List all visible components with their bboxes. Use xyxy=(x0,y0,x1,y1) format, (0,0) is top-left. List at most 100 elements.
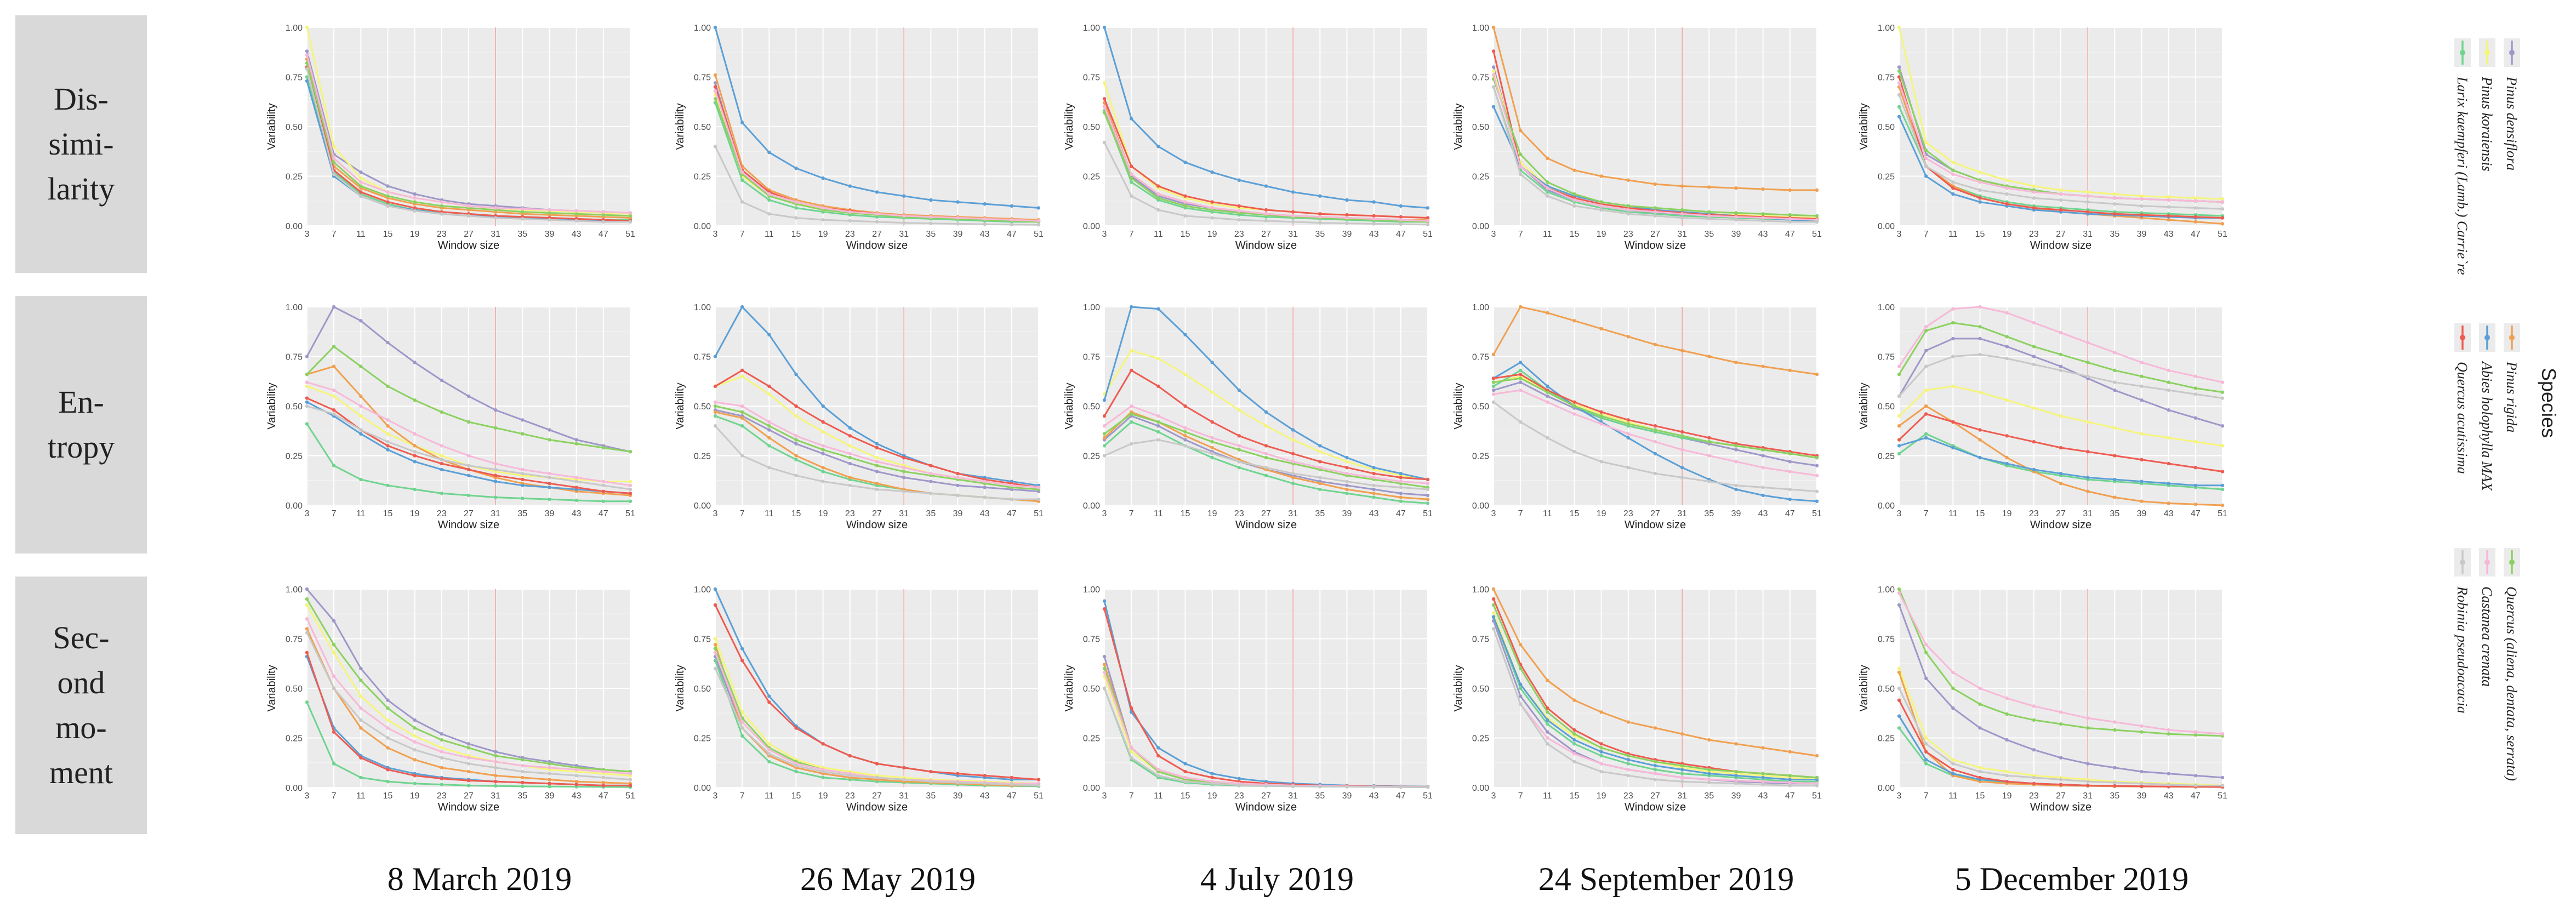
data-point xyxy=(305,61,309,65)
data-point xyxy=(1707,440,1711,444)
data-point xyxy=(305,597,309,601)
data-point xyxy=(521,207,525,211)
data-point xyxy=(413,450,417,454)
data-point xyxy=(1924,364,1928,368)
x-tick-label: 23 xyxy=(2029,509,2039,518)
data-point xyxy=(1626,178,1631,182)
data-point xyxy=(2059,783,2063,786)
data-point xyxy=(1897,364,1901,368)
data-point xyxy=(821,404,825,408)
y-tick-label: 0.75 xyxy=(286,635,303,644)
data-point xyxy=(1761,448,1765,452)
data-point xyxy=(2085,476,2090,480)
data-point xyxy=(2140,374,2144,378)
data-point xyxy=(2220,222,2225,226)
x-tick-label: 47 xyxy=(2191,509,2201,518)
data-point xyxy=(1102,599,1107,603)
y-tick-label: 0.25 xyxy=(1472,734,1489,744)
data-point xyxy=(821,430,825,434)
data-point xyxy=(1626,758,1631,762)
data-point xyxy=(1626,422,1631,426)
x-axis-label: Window size xyxy=(1625,801,1686,813)
y-axis-label: Variability xyxy=(1063,103,1075,150)
data-point xyxy=(1924,164,1928,168)
x-tick-label: 3 xyxy=(713,509,718,518)
data-point xyxy=(521,784,525,789)
data-point xyxy=(767,192,771,196)
data-point xyxy=(1156,746,1160,750)
data-point xyxy=(956,483,960,487)
x-tick-label: 31 xyxy=(1677,791,1687,801)
data-point xyxy=(2059,208,2063,212)
y-tick-label: 0.00 xyxy=(286,784,303,793)
x-tick-label: 15 xyxy=(1181,230,1190,239)
data-point xyxy=(1815,214,1819,218)
data-point xyxy=(521,432,525,436)
data-point xyxy=(1951,670,1955,675)
data-point xyxy=(1788,497,1792,501)
data-point xyxy=(1345,466,1349,470)
data-point xyxy=(386,736,390,740)
data-point xyxy=(305,631,309,635)
data-point xyxy=(2085,450,2090,454)
data-point xyxy=(1102,105,1107,109)
data-point xyxy=(466,467,471,472)
data-point xyxy=(1491,603,1496,607)
data-point xyxy=(1372,217,1376,221)
data-point xyxy=(1491,615,1496,619)
data-point xyxy=(2140,361,2144,364)
data-point xyxy=(413,361,417,364)
data-point xyxy=(1546,678,1549,682)
data-point xyxy=(2167,783,2170,786)
data-point xyxy=(1599,754,1603,758)
data-point xyxy=(956,200,960,204)
x-tick-label: 39 xyxy=(953,791,963,801)
x-tick-label: 11 xyxy=(765,509,774,518)
data-point xyxy=(386,190,390,194)
data-point xyxy=(1102,414,1107,418)
data-point xyxy=(359,170,363,174)
data-point xyxy=(521,467,525,472)
data-point xyxy=(1978,352,1982,357)
data-point xyxy=(413,781,417,785)
x-tick-label: 31 xyxy=(2083,791,2093,801)
x-tick-label: 31 xyxy=(899,230,909,239)
data-point xyxy=(386,184,390,188)
data-point xyxy=(1210,390,1214,394)
data-point xyxy=(1546,718,1549,722)
data-point xyxy=(1599,710,1603,714)
data-point xyxy=(875,464,879,467)
data-point xyxy=(601,210,606,214)
data-point xyxy=(440,756,444,760)
x-tick-label: 47 xyxy=(1007,230,1017,239)
data-point xyxy=(713,85,717,89)
data-point xyxy=(1626,204,1631,208)
data-point xyxy=(1897,65,1901,69)
x-axis-label: Window size xyxy=(2030,519,2091,531)
data-point xyxy=(2113,196,2117,200)
data-point xyxy=(713,73,717,77)
data-point xyxy=(767,444,771,448)
data-point xyxy=(821,470,825,473)
data-point xyxy=(821,206,825,210)
data-point xyxy=(983,495,987,499)
data-point xyxy=(713,400,717,404)
x-axis-label: Window size xyxy=(2030,801,2091,813)
data-point xyxy=(1626,720,1631,724)
data-point xyxy=(1010,483,1014,487)
y-tick-label: 0.00 xyxy=(694,784,711,793)
data-point xyxy=(1707,778,1711,781)
data-point xyxy=(574,212,578,216)
data-point xyxy=(574,783,578,786)
y-tick-label: 0.25 xyxy=(1472,173,1489,182)
x-tick-label: 19 xyxy=(410,791,420,801)
data-point xyxy=(1897,372,1901,376)
data-point xyxy=(1951,446,1955,450)
data-point xyxy=(440,212,444,216)
data-point xyxy=(2140,730,2144,734)
x-tick-label: 51 xyxy=(1423,230,1433,239)
data-point xyxy=(767,150,771,155)
data-point xyxy=(1129,164,1133,168)
x-tick-label: 19 xyxy=(818,230,828,239)
